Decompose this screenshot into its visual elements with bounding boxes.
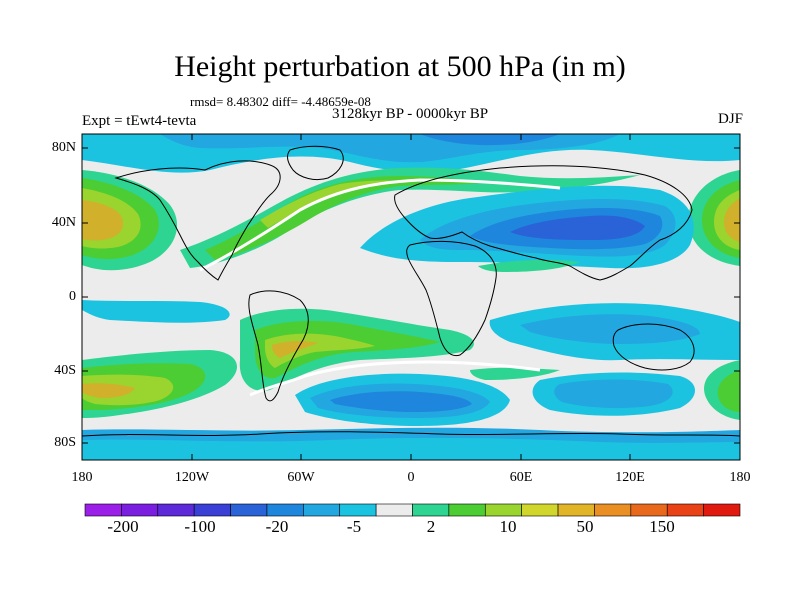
colorbar-label: -200 [107, 517, 139, 536]
height-field [82, 134, 740, 460]
colorbar-swatch [266, 503, 304, 517]
lon-label-180-west: 180 [71, 470, 93, 485]
lat-label-80s: 80S [54, 435, 76, 450]
colorbar-label: -5 [346, 517, 362, 536]
colorbar-swatch [630, 503, 668, 517]
lat-label-0: 0 [69, 289, 76, 304]
colorbar-label: 10 [499, 517, 517, 536]
coast-africa [406, 240, 497, 357]
lon-label-120w: 120W [174, 470, 210, 485]
lon-label-120e: 120E [615, 470, 645, 485]
colorbar-label: -20 [265, 517, 289, 536]
colorbar-label: 2 [426, 517, 436, 536]
pos-contour-satl-max [272, 340, 318, 358]
coast-greenland [287, 145, 344, 181]
colorbar-swatch [157, 503, 195, 517]
colorbar-label: 150 [649, 517, 675, 536]
colorbar-swatch [375, 503, 413, 517]
zero-contour-line [199, 178, 561, 272]
pos-contour-spac-max [82, 383, 135, 398]
season-label: DJF [717, 111, 743, 127]
neg-contour-southern-atl-strong [330, 391, 472, 412]
lat-label-40s: 40S [54, 363, 76, 378]
neg-contour-eurasia-max [510, 215, 645, 240]
coast-eurasia [394, 165, 693, 281]
neg-contour-southern-ind-mid [554, 379, 673, 409]
colorbar-swatch [339, 503, 377, 517]
colorbar-swatch [521, 503, 559, 517]
colorbar [84, 503, 741, 517]
lon-ticks [81, 134, 741, 460]
colorbar-swatch [557, 503, 595, 517]
colorbar-swatch [303, 503, 341, 517]
colorbar-swatch [448, 503, 486, 517]
lat-ticks [82, 147, 740, 444]
lat-label-80n: 80N [51, 140, 76, 155]
plot-title: Height perturbation at 500 hPa (in m) [174, 50, 626, 83]
colorbar-swatch [666, 503, 704, 517]
neg-contour-spac-trop [82, 300, 230, 323]
pos-contour-natl-strong [260, 180, 400, 228]
colorbar-swatch [594, 503, 632, 517]
colorbar-swatch [84, 503, 122, 517]
coast-south-america [248, 290, 309, 402]
lat-label-40n: 40N [51, 215, 76, 230]
zero-contour-line [249, 360, 541, 397]
coast-antarctica [82, 431, 740, 437]
colorbar-swatch [412, 503, 450, 517]
pos-contour-spac-east-mid [717, 370, 740, 412]
coast-north-america [114, 160, 281, 281]
colorbar-label: 50 [576, 517, 594, 536]
colorbar-swatch [703, 503, 741, 517]
lon-label-0: 0 [407, 470, 415, 485]
coastlines [82, 145, 740, 437]
colorbar-swatch [484, 503, 522, 517]
colorbar-swatch [230, 503, 268, 517]
neg-contour-arctic-strong [420, 134, 560, 146]
colorbar-swatch [121, 503, 159, 517]
lon-label-180-east: 180 [729, 470, 751, 485]
colorbar-label: -100 [184, 517, 216, 536]
pos-contour-npac-west-max [82, 200, 124, 241]
experiment-label: Expt = tEwt4-tevta [82, 113, 197, 129]
pos-contour-npac-east-max [724, 198, 740, 242]
stats-annotation: rmsd= 8.48302 diff= -4.48659e-08 [190, 94, 371, 109]
lon-label-60w: 60W [287, 470, 315, 485]
neg-contour-antarctic-mid [82, 437, 740, 460]
colorbar-swatch [193, 503, 231, 517]
period-annotation: 3128kyr BP - 0000kyr BP [331, 106, 489, 122]
pos-contour-nafrica [478, 259, 580, 272]
lon-label-60e: 60E [509, 470, 533, 485]
neg-contour-indian-mid [520, 314, 700, 344]
coast-australia [612, 323, 695, 371]
